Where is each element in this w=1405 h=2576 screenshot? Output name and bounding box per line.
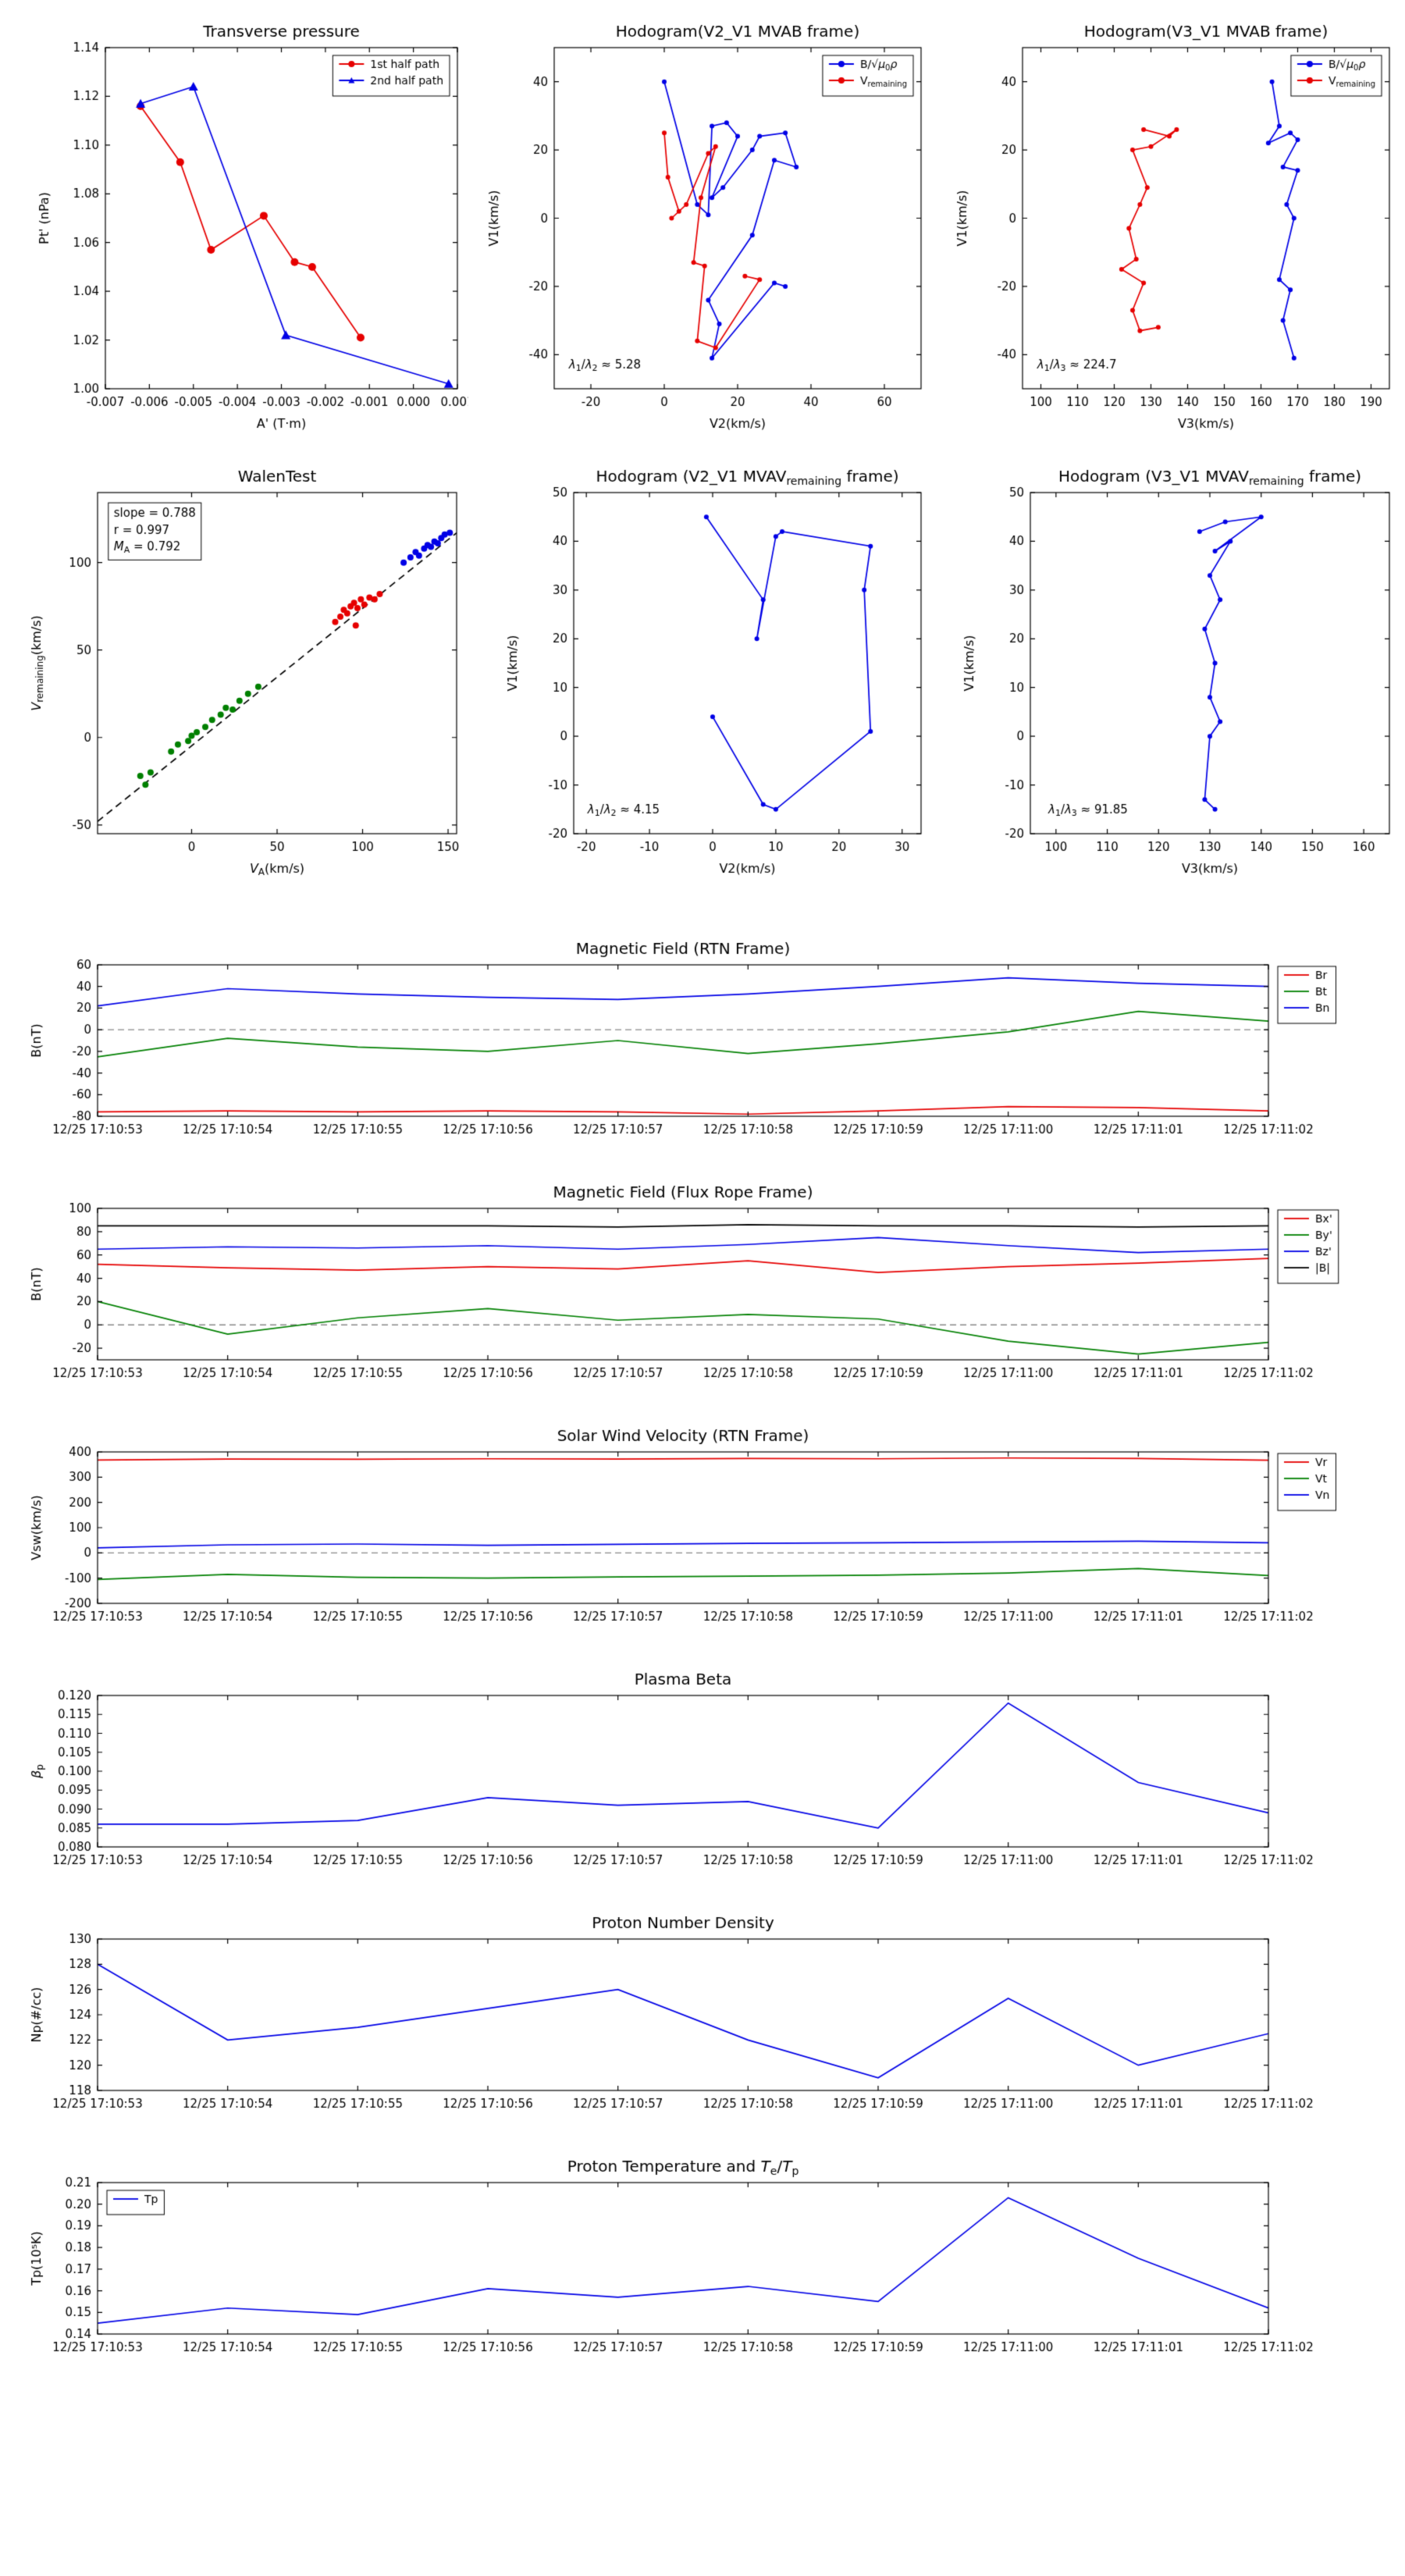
transverse-pressure-chart — [12, 12, 468, 445]
hodogram-v2-v1-mvab-chart — [480, 12, 937, 445]
walen-test-chart — [12, 457, 468, 890]
magnetic-field-flux-rope-chart — [0, 1172, 1405, 1407]
hodogram-v3-v1-mvav-chart — [948, 457, 1405, 890]
proton-density-chart — [0, 1903, 1405, 2137]
plasma-beta-chart — [0, 1660, 1405, 1894]
magnetic-field-rtn-chart — [0, 929, 1405, 1163]
hodogram-v3-v1-mvab-chart — [948, 12, 1405, 445]
solar-wind-velocity-chart — [0, 1416, 1405, 1650]
proton-temperature-chart — [0, 2147, 1405, 2381]
hodogram-v2-v1-mvav-chart — [480, 457, 937, 890]
